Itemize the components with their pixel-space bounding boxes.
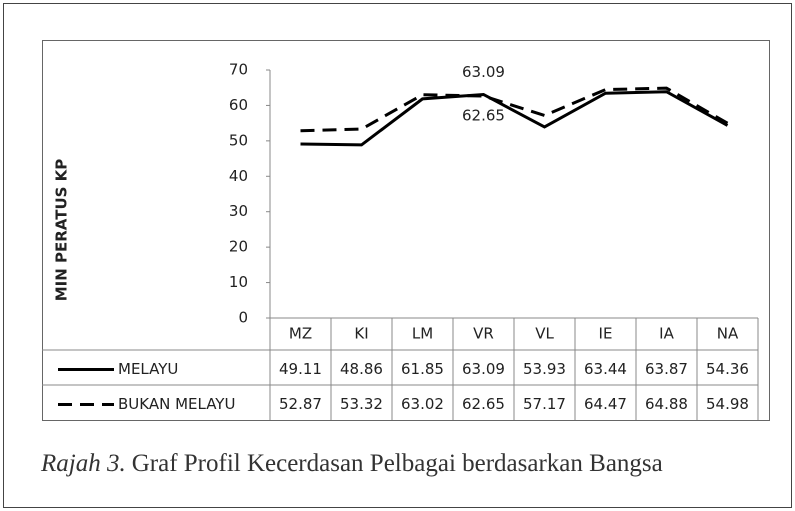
table-value: 61.85 <box>401 360 444 378</box>
y-tick-label: 30 <box>229 202 248 220</box>
data-label: 62.65 <box>462 107 505 125</box>
outer-frame <box>3 3 792 508</box>
y-tick-label: 10 <box>229 273 248 291</box>
table-value: 63.09 <box>462 360 505 378</box>
table-value: 64.88 <box>645 395 688 413</box>
table-value: 62.65 <box>462 395 505 413</box>
y-tick-label: 60 <box>229 96 248 114</box>
table-value: 49.11 <box>279 360 322 378</box>
table-value: 53.93 <box>523 360 566 378</box>
table-value: 63.02 <box>401 395 444 413</box>
x-tick-label: IE <box>599 325 613 343</box>
table-value: 63.87 <box>645 360 688 378</box>
y-tick-label: 40 <box>229 167 248 185</box>
data-label: 63.09 <box>462 63 505 81</box>
table-value: 48.86 <box>340 360 383 378</box>
series-line <box>300 86 729 133</box>
table-value: 52.87 <box>279 395 322 413</box>
x-tick-label: NA <box>717 325 739 343</box>
table-value: 63.44 <box>584 360 627 378</box>
table-value: 54.98 <box>706 395 749 413</box>
caption-label: Rajah 3. <box>40 450 126 477</box>
table-value: 64.47 <box>584 395 627 413</box>
table-value: 57.17 <box>523 395 566 413</box>
caption-text: Graf Profil Kecerdasan Pelbagai berdasar… <box>132 450 663 477</box>
legend-label: BUKAN MELAYU <box>118 395 235 413</box>
x-tick-label: LM <box>412 325 433 343</box>
x-tick-label: VR <box>473 325 494 343</box>
y-tick-label: 50 <box>229 131 248 149</box>
x-tick-label: VL <box>535 325 554 343</box>
legend-label: MELAYU <box>118 360 178 378</box>
x-tick-label: IA <box>659 325 674 343</box>
x-tick-label: MZ <box>289 325 312 343</box>
plot: 0 10 20 30 40 50 60 70 MZ KI LM VR VL IE IA NA MELAYU 49.… <box>42 61 759 420</box>
x-tick-label: KI <box>354 325 368 343</box>
table-value: 54.36 <box>706 360 749 378</box>
y-tick-label: 0 <box>238 309 248 327</box>
table-value: 53.32 <box>340 395 383 413</box>
y-axis-label: MIN PERATUS KP <box>53 159 71 302</box>
y-tick-label: 70 <box>229 61 248 79</box>
chart-frame <box>42 40 770 421</box>
series-line <box>300 90 729 147</box>
y-tick-label: 20 <box>229 238 248 256</box>
caption: Rajah 3. Graf Profil Kecerdasan Pelbagai … <box>40 450 663 477</box>
